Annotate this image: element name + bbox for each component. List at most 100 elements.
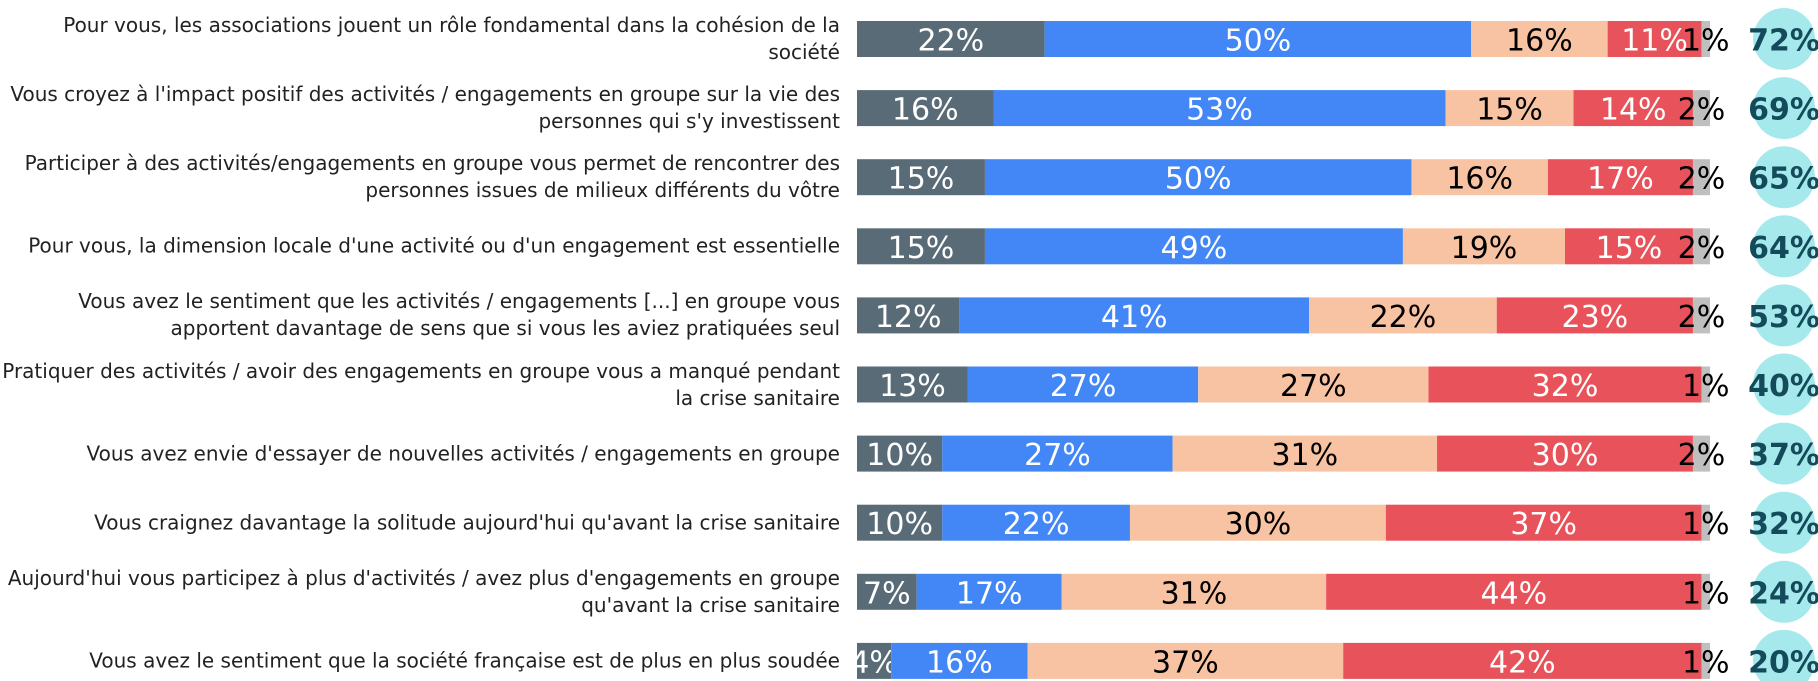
segment-label: 27%	[1280, 369, 1347, 404]
bar-segment	[1343, 642, 1702, 679]
bar-segment	[984, 228, 1403, 265]
category-label: Aujourd'hui vous participez à plus d'act…	[7, 565, 840, 617]
segment-label: 30%	[1532, 438, 1599, 473]
bar-segment	[1129, 504, 1386, 541]
segment-label: 4%	[850, 645, 898, 680]
bar-segment	[1172, 435, 1438, 472]
bar-segment	[857, 573, 917, 610]
total-badge	[1753, 629, 1815, 681]
bar-segment	[857, 228, 985, 265]
segment-label: 31%	[1161, 576, 1228, 611]
category-label: Vous avez envie d'essayer de nouvelles a…	[86, 441, 840, 466]
segment-label: 7%	[863, 576, 911, 611]
segment-label: 42%	[1489, 645, 1556, 680]
segment-label: 12%	[875, 300, 942, 335]
segment-label: 19%	[1451, 231, 1518, 266]
bar-segment	[1437, 435, 1693, 472]
category-label: Vous avez le sentiment que la société fr…	[89, 648, 840, 673]
bar-segment	[1701, 21, 1710, 57]
total-badge	[1753, 77, 1815, 140]
bar-segment	[1309, 297, 1497, 334]
bar-segment	[1692, 159, 1710, 196]
segment-label: 17%	[1587, 162, 1654, 197]
bar-segment	[857, 90, 994, 127]
segment-label: 44%	[1480, 576, 1547, 611]
segment-label: 2%	[1678, 438, 1726, 473]
bar-segment	[857, 366, 968, 403]
total-badge	[1753, 491, 1815, 554]
segment-label: 16%	[926, 645, 993, 680]
segment-label: 53%	[1186, 93, 1253, 128]
bar-segment	[857, 21, 1045, 57]
bar-segment	[1701, 642, 1710, 679]
segment-label: 37%	[1510, 507, 1577, 542]
segment-label: 15%	[888, 162, 955, 197]
bar-segment	[959, 297, 1310, 334]
bar-segment	[1428, 366, 1702, 403]
bar-segment	[1402, 228, 1565, 265]
total-label: 40%	[1748, 369, 1818, 404]
segment-label: 16%	[1506, 24, 1573, 59]
segment-label: 27%	[1050, 369, 1117, 404]
bar-segment	[1471, 21, 1608, 57]
total-badge	[1753, 560, 1815, 623]
bar-segment	[1061, 573, 1327, 610]
bar-segment	[1701, 366, 1710, 403]
segment-label: 2%	[1678, 162, 1726, 197]
bar-segment	[1564, 228, 1693, 265]
total-badge	[1753, 146, 1815, 209]
total-label: 37%	[1748, 438, 1818, 473]
total-badge	[1753, 8, 1815, 70]
total-label: 69%	[1748, 93, 1818, 128]
segment-label: 16%	[892, 93, 959, 128]
bar-segment	[1198, 366, 1429, 403]
segment-label: 11%	[1621, 24, 1688, 59]
segment-label: 49%	[1161, 231, 1228, 266]
segment-label: 41%	[1101, 300, 1168, 335]
bar-segment	[942, 435, 1173, 472]
bar-segment	[1547, 159, 1693, 196]
segment-label: 1%	[1682, 645, 1730, 680]
bar-segment	[857, 435, 943, 472]
segment-label: 15%	[1596, 231, 1663, 266]
bar-segment	[857, 297, 960, 334]
bar-segment	[1044, 21, 1472, 57]
segment-label: 32%	[1532, 369, 1599, 404]
segment-label: 23%	[1562, 300, 1629, 335]
segment-label: 37%	[1152, 645, 1219, 680]
bar-segment	[1692, 90, 1710, 127]
segment-label: 50%	[1165, 162, 1232, 197]
segment-label: 31%	[1271, 438, 1338, 473]
bar-segment	[1445, 90, 1574, 127]
bar-segment	[1027, 642, 1344, 679]
bar-segment	[1573, 90, 1693, 127]
total-badge	[1753, 284, 1815, 347]
total-label: 24%	[1748, 576, 1818, 611]
bar-segment	[984, 159, 1412, 196]
segment-label: 15%	[1476, 93, 1543, 128]
total-badge	[1753, 353, 1815, 416]
segment-label: 22%	[917, 24, 984, 59]
bar-segment	[891, 642, 1028, 679]
bar-segment	[1692, 435, 1710, 472]
bar-segment	[857, 642, 892, 679]
segment-label: 22%	[1370, 300, 1437, 335]
bar-segment	[1385, 504, 1702, 541]
category-label: Pour vous, les associations jouent un rô…	[63, 13, 840, 64]
segment-label: 2%	[1678, 231, 1726, 266]
bar-segment	[857, 504, 943, 541]
segment-label: 50%	[1225, 24, 1292, 59]
segment-label: 16%	[1446, 162, 1513, 197]
bar-segment	[942, 504, 1130, 541]
total-label: 65%	[1748, 162, 1818, 197]
segment-label: 1%	[1682, 24, 1730, 59]
total-label: 64%	[1748, 231, 1818, 266]
total-label: 32%	[1748, 507, 1818, 542]
bar-segment	[967, 366, 1199, 403]
segment-label: 1%	[1682, 576, 1730, 611]
segment-label: 27%	[1024, 438, 1091, 473]
category-label: Vous craignez davantage la solitude aujo…	[94, 510, 840, 535]
total-label: 20%	[1748, 645, 1818, 680]
